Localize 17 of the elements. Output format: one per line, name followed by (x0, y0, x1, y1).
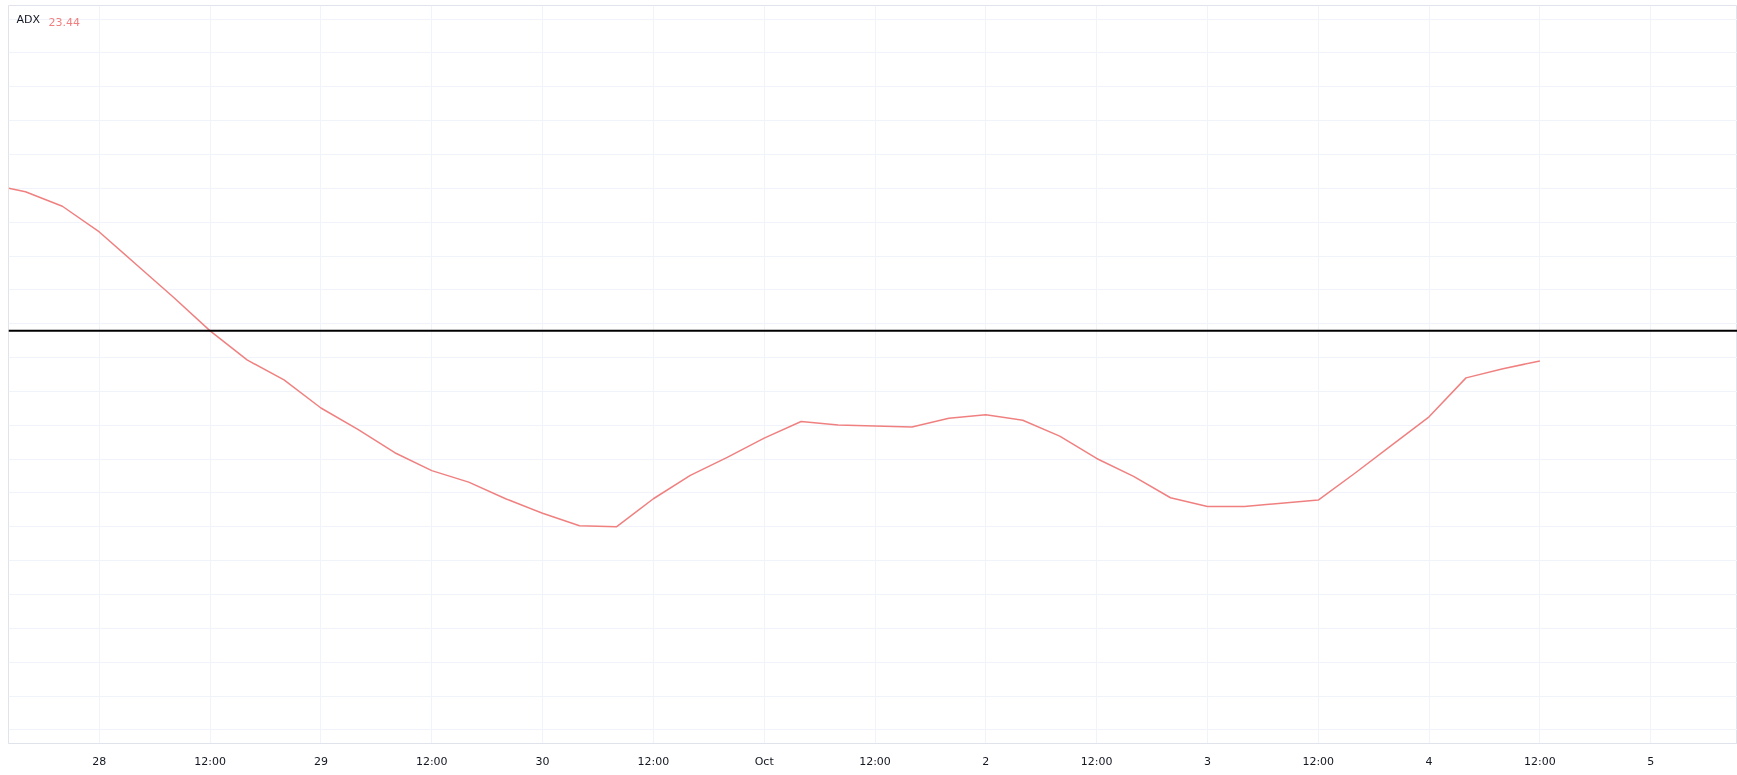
x-tick-label: 28 (92, 754, 107, 768)
x-tick-label: 29 (313, 754, 328, 768)
x-tick-label: 30 (535, 754, 550, 768)
x-tick-label: 12:00 (1302, 754, 1335, 768)
x-tick-label: 12:00 (1524, 754, 1556, 768)
text: 23.44 (48, 15, 80, 29)
x-tick-label: 4 (1425, 754, 1433, 768)
x-tick-label: 3 (1203, 754, 1211, 768)
x-tick-label: 2 (982, 754, 990, 768)
x-tick-label: Oct (754, 754, 775, 768)
x-tick-label: 12:00 (415, 754, 448, 768)
chart-title: ADX (16, 12, 41, 26)
x-tick-label: 12:00 (194, 754, 226, 768)
x-tick-label: 5 (1647, 754, 1655, 768)
x-tick-label: 12:00 (1080, 754, 1113, 768)
x-tick-label: 12:00 (859, 754, 891, 768)
x-tick-label: 12:00 (637, 754, 670, 768)
